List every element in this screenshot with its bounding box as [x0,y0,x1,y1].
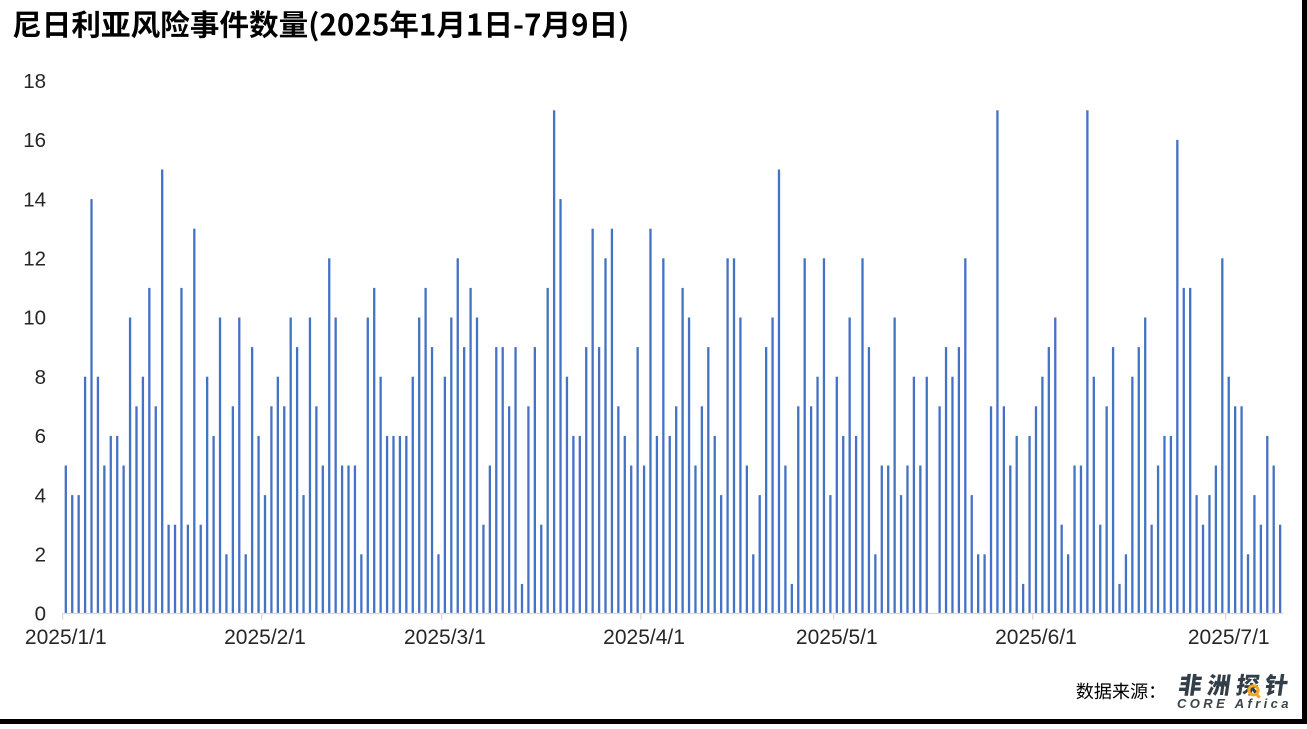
svg-text:CORE Africa: CORE Africa [1177,696,1292,711]
svg-text:2025/5/1: 2025/5/1 [796,626,878,649]
svg-text:2025/7/1: 2025/7/1 [1188,626,1270,649]
svg-text:2025/3/1: 2025/3/1 [404,626,486,649]
svg-text:6: 6 [35,425,46,448]
svg-text:16: 16 [23,129,46,152]
svg-text:14: 14 [23,188,46,211]
svg-text:10: 10 [23,307,46,330]
svg-text:4: 4 [35,484,46,507]
svg-text:2025/4/1: 2025/4/1 [603,626,685,649]
svg-text:8: 8 [35,366,46,389]
svg-text:2: 2 [35,544,46,567]
svg-text:2025/6/1: 2025/6/1 [995,626,1077,649]
svg-text:0: 0 [35,603,46,626]
svg-text:2025/2/1: 2025/2/1 [224,626,306,649]
svg-text:18: 18 [23,70,46,93]
svg-text:12: 12 [23,248,46,271]
svg-text:2025/1/1: 2025/1/1 [25,626,107,649]
